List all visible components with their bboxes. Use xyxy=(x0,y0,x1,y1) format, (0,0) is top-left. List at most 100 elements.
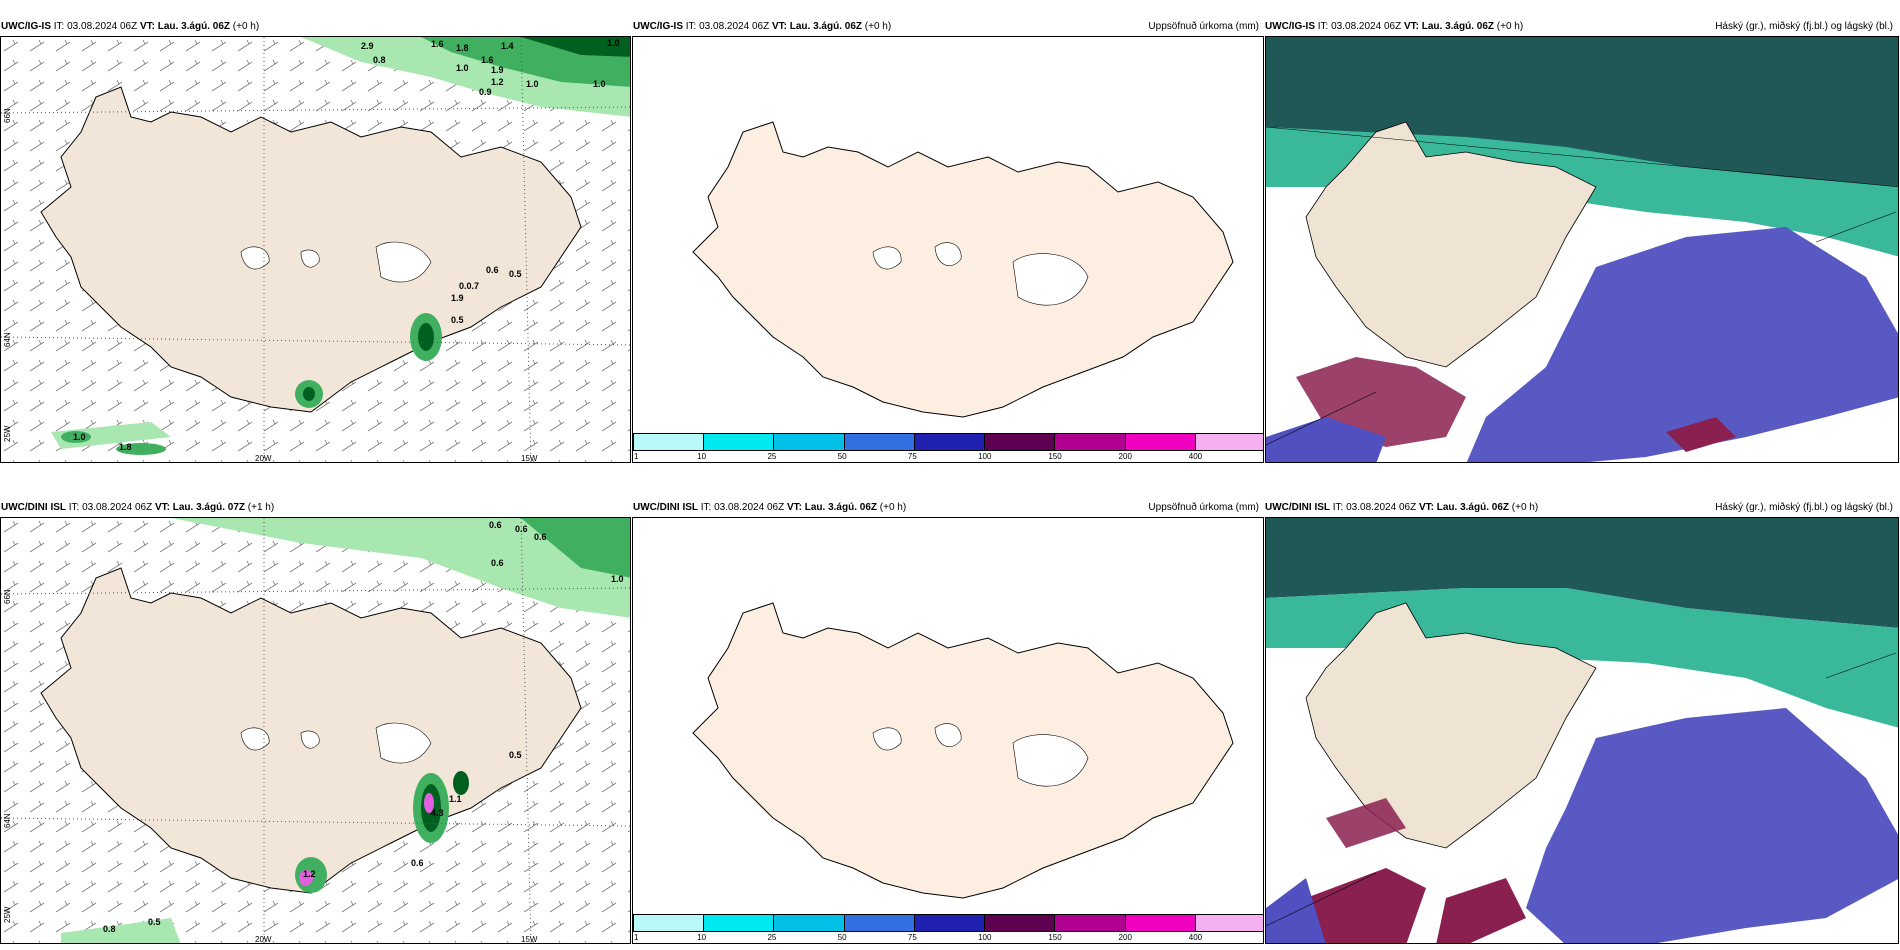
colorbar-tick: 100 xyxy=(978,452,992,461)
precip-label: 0.6 xyxy=(491,558,504,568)
valid-time: Lau. 3.ágú. 06Z xyxy=(157,21,230,32)
row2-left-header: UWC/DINI ISL IT: 03.08.2024 06Z VT: Lau.… xyxy=(1,499,629,517)
colorbar-tick: 400 xyxy=(1188,933,1203,942)
precip-label: 0.5 xyxy=(451,315,464,325)
accum-precip-map xyxy=(692,121,1234,418)
colorbar-tick: 25 xyxy=(767,452,777,461)
colorbar-bin xyxy=(703,433,775,451)
colorbar-tick: 1 xyxy=(634,933,639,942)
precip-label: 4.3 xyxy=(431,808,444,818)
colorbar-bin xyxy=(773,914,845,932)
init-time: 03.08.2024 06Z xyxy=(82,502,153,513)
colorbar-tick: 200 xyxy=(1118,452,1132,461)
colorbar-ticks: 1 10 25 50 75 100 150 200 400 xyxy=(633,452,1263,462)
colorbar-tick: 25 xyxy=(767,933,777,942)
init-time: 03.08.2024 06Z xyxy=(714,502,785,513)
accum-precip-map-2 xyxy=(692,602,1234,899)
model-name: UWC/IG-IS xyxy=(1,21,51,32)
colorbar-tick: 1 xyxy=(634,452,639,461)
it-label: IT: xyxy=(1332,502,1344,513)
valid-time: Lau. 3.ágú. 07Z xyxy=(172,502,245,513)
vt-label: VT: xyxy=(1418,502,1434,513)
init-time: 03.08.2024 06Z xyxy=(67,21,138,32)
precip-label: 0.8 xyxy=(103,924,116,934)
field-title: Háský (gr.), miðský (fj.bl.) og lágský (… xyxy=(1715,21,1893,32)
it-label: IT: xyxy=(1317,21,1329,32)
lat-label: 25W xyxy=(3,906,12,923)
lon-label: 20W xyxy=(255,935,272,944)
init-time: 03.08.2024 06Z xyxy=(1331,21,1402,32)
precip-label: 1.2 xyxy=(303,869,316,879)
precip-label: 1.8 xyxy=(456,43,469,53)
lead-time: (+0 h) xyxy=(232,21,260,32)
colorbar-bin xyxy=(1054,914,1126,932)
it-label: IT: xyxy=(68,502,80,513)
wind-precip-map-panel-2[interactable]: 0.6 0.6 0.6 0.6 1.0 0.5 1.1 4.3 0.6 1.2 … xyxy=(0,517,631,944)
colorbar-bin xyxy=(1194,914,1263,932)
colorbar-tick: 75 xyxy=(907,452,917,461)
precip-label: 1.0 xyxy=(526,79,539,89)
precip-label: 0.6 xyxy=(515,524,528,534)
it-label: IT: xyxy=(685,21,697,32)
colorbar-tick: 50 xyxy=(837,933,847,942)
lat-label: 64N xyxy=(3,813,12,828)
lon-label: 15W xyxy=(521,935,538,944)
lead-time: (+0 h) xyxy=(1511,502,1539,513)
lat-label: 66N xyxy=(3,108,12,123)
accum-precip-map-panel[interactable]: 1 10 25 50 75 100 150 200 400 xyxy=(632,36,1264,463)
colorbar-tick: 150 xyxy=(1048,452,1062,461)
vt-label: VT: xyxy=(154,502,170,513)
colorbar-tick: 75 xyxy=(907,933,917,942)
colorbar-bin xyxy=(984,914,1056,932)
precip-label: 0.6 xyxy=(411,858,424,868)
precip-label: 0.6 xyxy=(534,532,547,542)
precip-label: 2.9 xyxy=(361,41,374,51)
colorbar-bin xyxy=(1124,433,1196,451)
lat-label: 66N xyxy=(3,589,12,604)
colorbar-tick: 200 xyxy=(1118,933,1132,942)
colorbar-bin xyxy=(1124,914,1196,932)
cloud-cover-map-panel[interactable] xyxy=(1265,36,1899,463)
colorbar-row xyxy=(633,433,1263,451)
colorbar-tick: 10 xyxy=(697,933,707,942)
colorbar-bin xyxy=(843,433,915,451)
row1-left-header: UWC/IG-IS IT: 03.08.2024 06Z VT: Lau. 3.… xyxy=(1,18,629,36)
precip-label: 1.6 xyxy=(431,39,444,49)
colorbar-bin xyxy=(703,914,775,932)
precip-label: 1.0 xyxy=(611,574,624,584)
lead-time: (+0 h) xyxy=(864,21,892,32)
precip-label: 1.1 xyxy=(449,794,462,804)
colorbar-bin xyxy=(1054,433,1126,451)
precip-label: 1.0 xyxy=(456,63,469,73)
lat-label: 64N xyxy=(3,332,12,347)
init-time: 03.08.2024 06Z xyxy=(1346,502,1417,513)
valid-time: Lau. 3.ágú. 06Z xyxy=(1436,502,1509,513)
colorbar-bin xyxy=(633,914,705,932)
precip-label: 1.0 xyxy=(607,38,620,48)
lon-label: 20W xyxy=(255,454,272,463)
precip-label: 1.8 xyxy=(119,442,132,452)
vt-label: VT: xyxy=(139,21,155,32)
colorbar-tick: 400 xyxy=(1188,452,1203,461)
colorbar-bin xyxy=(633,433,705,451)
precip-label: 0.6 xyxy=(486,265,499,275)
lat-label: 25W xyxy=(3,425,12,442)
lead-time: (+0 h) xyxy=(1496,21,1524,32)
colorbar-bin xyxy=(984,433,1056,451)
precip-label: 1.4 xyxy=(501,41,514,51)
precip-label: 1.9 xyxy=(451,293,464,303)
cloud-cover-map-panel-2[interactable] xyxy=(1265,517,1899,944)
model-name: UWC/DINI ISL xyxy=(1265,502,1330,513)
valid-time: Lau. 3.ágú. 06Z xyxy=(804,502,877,513)
colorbar-tick: 50 xyxy=(837,452,847,461)
wind-precip-map-panel[interactable]: 2.9 0.8 1.6 1.8 1.4 1.6 1.0 1.9 1.2 1.0 … xyxy=(0,36,631,463)
model-name: UWC/DINI ISL xyxy=(1,502,66,513)
precip-label: 0.6 xyxy=(489,520,502,530)
accum-precip-map-panel-2[interactable]: 1 10 25 50 75 100 150 200 400 xyxy=(632,517,1264,944)
colorbar-ticks: 1 10 25 50 75 100 150 200 400 xyxy=(633,933,1263,943)
model-name: UWC/DINI ISL xyxy=(633,502,698,513)
colorbar-tick: 10 xyxy=(697,452,707,461)
precip-label: 0.0.7 xyxy=(459,281,480,291)
colorbar-tick: 100 xyxy=(978,933,992,942)
colorbar-bin xyxy=(1194,433,1263,451)
